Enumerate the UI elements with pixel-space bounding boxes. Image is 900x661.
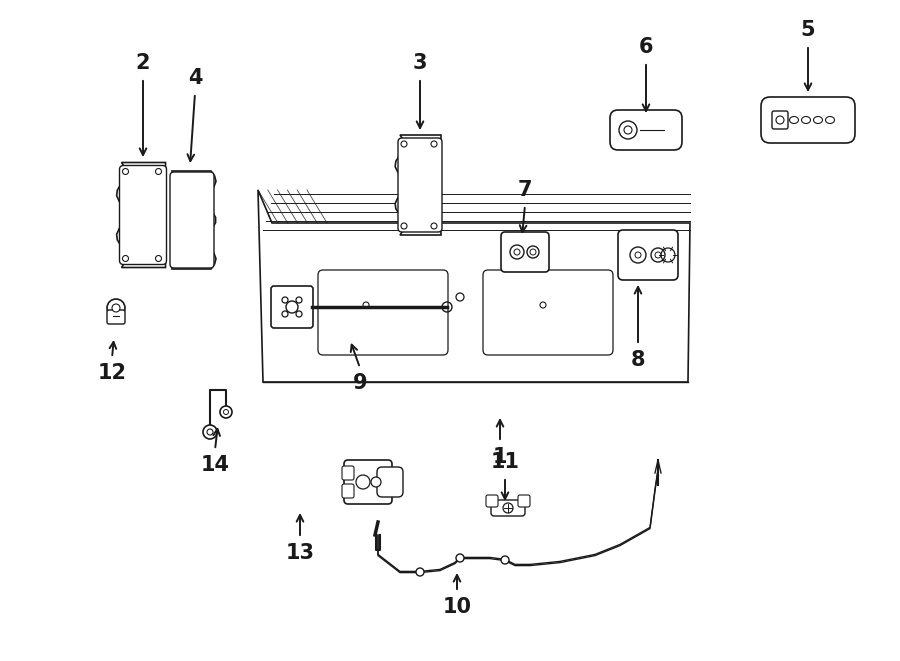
Text: 13: 13: [285, 543, 314, 563]
Text: 10: 10: [443, 597, 472, 617]
FancyBboxPatch shape: [518, 495, 530, 507]
FancyBboxPatch shape: [398, 138, 442, 232]
Text: 11: 11: [491, 452, 519, 472]
Circle shape: [203, 425, 217, 439]
Text: 8: 8: [631, 350, 645, 370]
Ellipse shape: [789, 116, 798, 124]
FancyBboxPatch shape: [377, 467, 403, 497]
FancyBboxPatch shape: [344, 460, 392, 504]
FancyBboxPatch shape: [610, 110, 682, 150]
Circle shape: [207, 429, 213, 435]
Circle shape: [456, 554, 464, 562]
FancyBboxPatch shape: [120, 165, 166, 264]
FancyBboxPatch shape: [491, 500, 525, 516]
Polygon shape: [395, 135, 441, 235]
Text: 3: 3: [413, 53, 428, 73]
Text: 1: 1: [493, 447, 508, 467]
FancyBboxPatch shape: [318, 270, 448, 355]
Circle shape: [503, 503, 513, 513]
FancyBboxPatch shape: [170, 172, 214, 268]
Circle shape: [220, 406, 232, 418]
Text: 9: 9: [353, 373, 367, 393]
Text: 5: 5: [801, 20, 815, 40]
FancyBboxPatch shape: [486, 495, 498, 507]
FancyBboxPatch shape: [501, 232, 549, 272]
Ellipse shape: [802, 116, 811, 124]
Ellipse shape: [814, 116, 823, 124]
Circle shape: [371, 477, 381, 487]
FancyBboxPatch shape: [271, 286, 313, 328]
Text: 4: 4: [188, 68, 202, 88]
Circle shape: [416, 568, 424, 576]
FancyBboxPatch shape: [107, 310, 125, 324]
FancyBboxPatch shape: [618, 230, 678, 280]
Circle shape: [107, 299, 125, 317]
Circle shape: [356, 475, 370, 489]
Text: 14: 14: [201, 455, 230, 475]
FancyBboxPatch shape: [483, 270, 613, 355]
Text: 6: 6: [639, 37, 653, 57]
Polygon shape: [172, 171, 216, 269]
Polygon shape: [258, 190, 690, 382]
Circle shape: [112, 304, 120, 312]
Circle shape: [501, 556, 509, 564]
Ellipse shape: [825, 116, 834, 124]
Text: 7: 7: [518, 180, 532, 200]
Circle shape: [223, 410, 229, 414]
Polygon shape: [117, 163, 166, 268]
Text: 12: 12: [97, 363, 127, 383]
FancyBboxPatch shape: [342, 466, 354, 480]
FancyBboxPatch shape: [772, 111, 788, 129]
FancyBboxPatch shape: [761, 97, 855, 143]
Text: 2: 2: [136, 53, 150, 73]
FancyBboxPatch shape: [342, 484, 354, 498]
